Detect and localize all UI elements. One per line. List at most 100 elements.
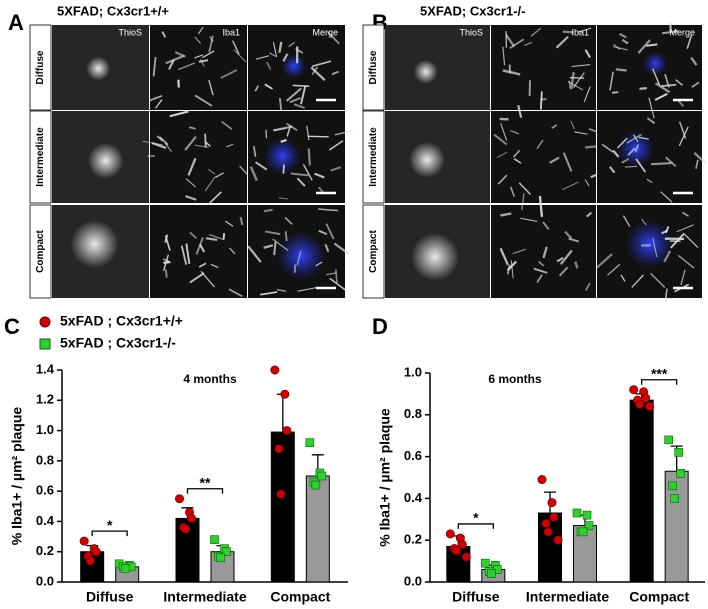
microglia-process [302, 164, 313, 181]
microglia-process [652, 68, 661, 86]
x-tick-label: Diffuse [86, 589, 134, 605]
microglia-process [555, 36, 569, 49]
microglia-process [533, 267, 548, 274]
microglia-process [562, 152, 573, 172]
microglia-process [549, 156, 560, 164]
microglia-process [517, 105, 523, 118]
microglia-process [683, 233, 699, 249]
microglia-process [631, 274, 644, 288]
microglia-process [536, 139, 544, 150]
y-tick-label: 0.4 [404, 490, 423, 505]
data-point [553, 535, 563, 545]
data-point [541, 518, 551, 528]
microglia-process [149, 95, 163, 102]
microglia-process [612, 45, 628, 51]
microglia-process [161, 31, 167, 38]
micrograph [385, 205, 490, 298]
plaque [413, 59, 438, 84]
microglia-process [278, 41, 283, 53]
microglia-process [690, 57, 698, 66]
microglia-process [296, 177, 306, 187]
y-tick-label: 0.8 [404, 406, 422, 421]
microglia-process [512, 248, 526, 255]
microglia-process [695, 159, 699, 169]
data-point [91, 547, 101, 557]
plaque [70, 220, 119, 269]
microglia-process [632, 134, 639, 142]
y-tick-label: 0.0 [404, 573, 422, 588]
data-point [311, 480, 321, 490]
microglia-process [185, 178, 196, 188]
microglia-process [662, 30, 679, 35]
data-point [216, 553, 225, 563]
significance-label: * [473, 510, 479, 526]
microglia-process [680, 269, 686, 286]
microglia-process [583, 86, 591, 103]
microglia-process [638, 136, 649, 140]
microglia-process [601, 143, 614, 153]
microglia-process [691, 81, 700, 88]
microglia-process [664, 288, 668, 302]
microglia-process [284, 231, 288, 242]
micrograph [385, 25, 490, 110]
microglia-process [536, 274, 543, 283]
chart-subtitle: 4 months [183, 372, 237, 386]
microglia-process [264, 230, 281, 236]
microglia-process [686, 35, 693, 49]
microglia-process [568, 80, 571, 89]
microglia-process [269, 52, 276, 57]
plaque [409, 141, 446, 178]
microglia-process [334, 130, 353, 136]
microglia-process [318, 208, 339, 212]
microglia-process [208, 233, 223, 240]
plaque [625, 219, 674, 268]
micrograph-bg [491, 111, 596, 203]
microglia-process [500, 123, 508, 141]
microglia-process [307, 148, 311, 166]
data-point [668, 481, 677, 491]
micrograph [149, 25, 247, 110]
microglia-process [331, 70, 339, 76]
microglia-process [627, 147, 636, 156]
microglia-process [152, 56, 157, 77]
microglia-process [228, 288, 243, 298]
microglia-process [538, 260, 545, 267]
microglia-process [198, 59, 209, 63]
panel-letter: C [4, 314, 20, 339]
microglia-process [247, 245, 262, 263]
microglia-process [661, 83, 677, 88]
x-tick-label: Compact [629, 589, 689, 605]
microglia-process [289, 97, 301, 103]
microglia-process [284, 216, 293, 225]
microglia-process [285, 87, 302, 102]
micrograph [597, 97, 707, 203]
microglia-process [509, 38, 525, 49]
microglia-process [506, 264, 511, 275]
microglia-process [263, 244, 274, 249]
plaque [87, 142, 124, 179]
microglia-process [551, 124, 558, 129]
y-tick-label: 0.8 [36, 452, 54, 467]
legend-marker [39, 316, 51, 328]
microglia-process [272, 42, 278, 58]
panel-title: 5XFAD; Cx3cr1+/+ [57, 3, 169, 18]
microglia-process [282, 164, 285, 174]
data-point [537, 475, 547, 485]
microglia-process [187, 157, 197, 176]
microglia-process [220, 69, 238, 79]
microglia-process [229, 247, 236, 255]
microglia-process [189, 272, 205, 284]
microglia-process [300, 85, 307, 105]
data-point [635, 399, 645, 409]
microglia-process [621, 38, 629, 45]
column-label: ThioS [459, 27, 483, 37]
microglia-process [496, 151, 508, 158]
row-label-box [362, 24, 385, 111]
microglia-process [646, 117, 656, 125]
bar [270, 431, 295, 583]
microglia-process [310, 66, 326, 81]
row-label-box [29, 110, 52, 204]
microglia-process [272, 238, 289, 252]
micrograph [596, 205, 702, 302]
